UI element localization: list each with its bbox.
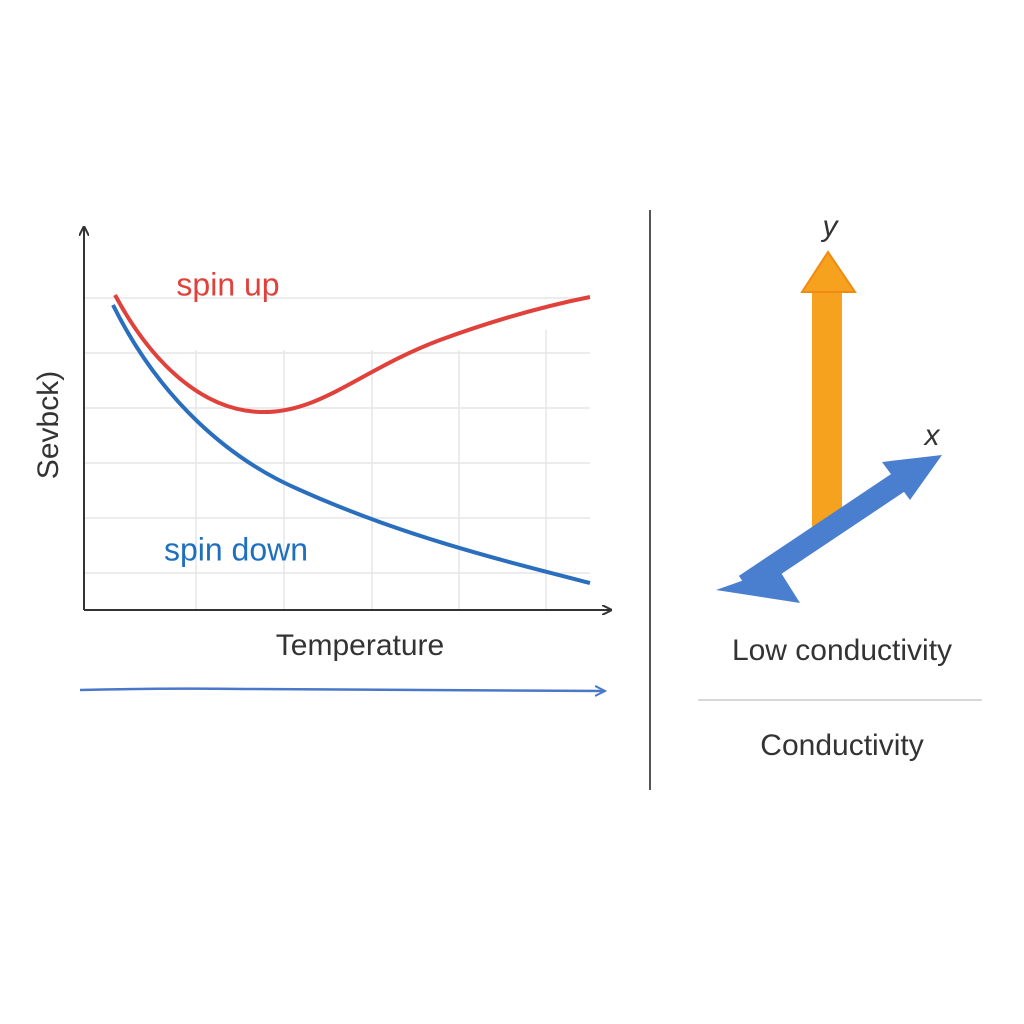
y-arrow	[800, 250, 857, 528]
curve-label: spin down	[164, 531, 308, 567]
axis-label: y	[821, 210, 840, 243]
grid	[84, 297, 590, 610]
scale-arrow	[79, 689, 605, 691]
x-arrow	[716, 455, 942, 603]
spin-up-curve	[113, 294, 591, 415]
axis-label: x	[923, 419, 941, 452]
footer: Conductivity	[760, 729, 923, 762]
caption: Low conductivity	[732, 634, 952, 667]
curve-label: spin up	[176, 266, 279, 302]
spin-down-curve	[111, 304, 591, 585]
x-axis-label: Temperature	[276, 629, 444, 662]
y-axis-label: Sevbck)	[32, 371, 65, 479]
